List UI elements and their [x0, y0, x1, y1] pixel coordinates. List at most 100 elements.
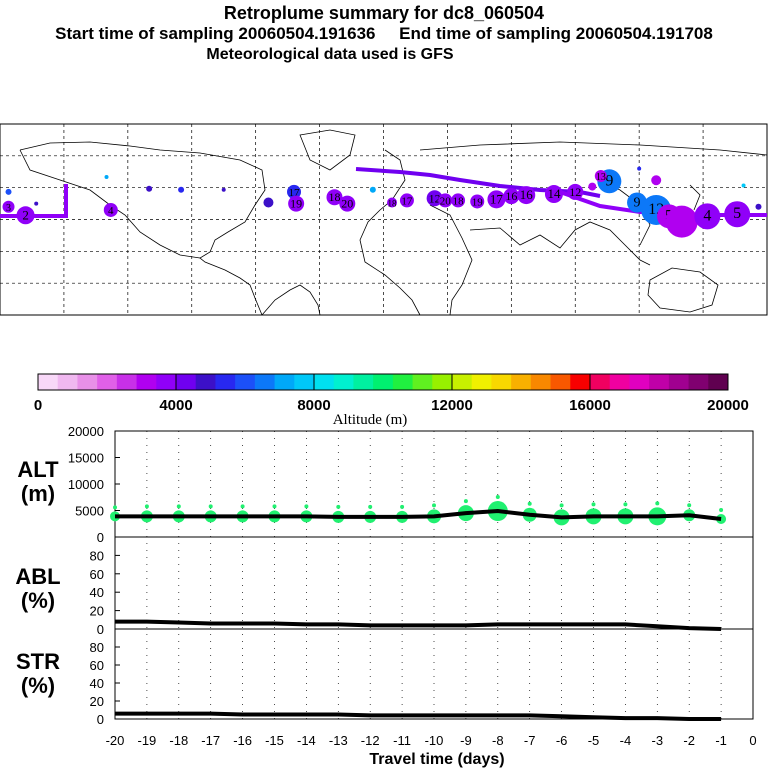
chart-title: Retroplume summary for dc8_060504 [223, 3, 545, 23]
y-tick-label: 15000 [68, 451, 104, 466]
alt-label: ALT [17, 457, 59, 482]
y-tick-label: 80 [90, 640, 104, 655]
eurasia-coast [419, 141, 768, 156]
str-unit: (%) [21, 673, 55, 698]
plume-marker [694, 203, 721, 230]
x-tick-label: -15 [265, 733, 284, 748]
plume-marker-label: 13 [596, 172, 606, 183]
x-tick-label: -7 [524, 733, 536, 748]
altitude-spread-dot [240, 504, 245, 509]
colorbar-swatch [550, 374, 571, 390]
plume-markers: 2341719182018171220181917161614129139125… [2, 166, 762, 238]
europe-africa-coast [359, 149, 421, 316]
plume-marker [103, 202, 118, 217]
altitude-spread-dot [113, 505, 117, 510]
altitude-spread-dot [336, 504, 341, 509]
x-tick-label: -19 [138, 733, 157, 748]
altitude-spread-dot [208, 504, 213, 509]
colorbar-swatch [471, 374, 492, 390]
colorbar-swatch [274, 374, 295, 390]
altitude-spread-dot [655, 501, 660, 506]
x-tick-label: -13 [329, 733, 348, 748]
colorbar-swatch [38, 374, 59, 390]
colorbar-swatch [432, 374, 453, 390]
colorbar-swatch [530, 374, 552, 390]
plume-marker [517, 186, 536, 205]
japan-coast [689, 184, 701, 211]
plume-marker [104, 175, 109, 180]
met-data-note: Meteorological data used is GFS [206, 46, 454, 63]
x-tick-label: -8 [492, 733, 504, 748]
plume-marker [288, 195, 305, 212]
x-tick-labels: -20 -19 -18 -17 -16 -15 -14 -13 -12 -11 -10 -9 -8 -7-… [106, 733, 757, 748]
y-tick-label: 40 [90, 585, 104, 600]
plume-marker [369, 186, 376, 193]
colorbar-swatch [392, 374, 414, 390]
y-tick-label: 80 [90, 548, 104, 563]
altitude-spread-dot [719, 507, 724, 512]
plume-marker [503, 188, 520, 205]
colorbar-title: Altitude (m) [333, 412, 408, 428]
south-america-coast [261, 284, 321, 316]
plume-marker [287, 184, 302, 199]
x-tick-label: -12 [361, 733, 380, 748]
series-line-2 [115, 711, 722, 721]
y-tick-label: 60 [90, 567, 104, 582]
plume-marker-label: 19 [472, 196, 484, 208]
colorbar-swatch [452, 374, 473, 390]
plume-marker-label: 12 [429, 191, 441, 205]
y-tick-label: 40 [90, 676, 104, 691]
x-tick-label: -14 [297, 733, 316, 748]
colorbar-labels: 0 4000 8000 12000 16000 20000 [34, 374, 749, 414]
plume-marker [263, 197, 274, 208]
colorbar-swatch [491, 374, 512, 390]
plume-marker-label: 18 [328, 190, 340, 204]
plume-marker [588, 182, 597, 191]
plume-marker-label: 3 [6, 203, 11, 214]
plume-marker-label: 14 [547, 186, 561, 201]
plume-marker [651, 175, 662, 186]
plume-marker-label: 9 [634, 196, 641, 211]
altitude-spread-dot [432, 503, 436, 508]
altitude-spread-dot [591, 502, 596, 507]
altitude-spread-dot [272, 504, 277, 509]
plume-marker-label: 20 [440, 195, 452, 207]
x-tick-label: -5 [588, 733, 600, 748]
plume-marker [2, 200, 15, 213]
colorbar-label: 20000 [707, 397, 749, 414]
colorbar-swatch [97, 374, 118, 390]
colorbar-swatch [570, 374, 591, 390]
x-tick-label: -2 [683, 733, 695, 748]
colorbar-swatch [314, 374, 335, 390]
x-tick-label: -16 [233, 733, 252, 748]
abl-label: ABL [15, 564, 60, 589]
y-tick-label: 20 [90, 694, 104, 709]
altitude-spread-dot [495, 495, 500, 500]
altitude-spread-dot [527, 501, 532, 506]
time-series-panels: ALT (m) ABL (%) STR (%) 2000015000100005… [15, 424, 756, 768]
colorbar-swatch [708, 374, 729, 390]
map-grid [0, 124, 767, 315]
plume-marker [567, 183, 584, 200]
plume-marker [487, 190, 506, 209]
plume-marker-label: 12 [569, 185, 581, 199]
colorbar-swatch [629, 374, 650, 390]
x-tick-label: -18 [169, 733, 188, 748]
plume-marker [637, 166, 642, 171]
plume-marker [755, 203, 762, 210]
sampling-times: Start time of sampling 20060504.191636 E… [0, 24, 768, 44]
colorbar-swatch [609, 374, 630, 390]
altitude-spread-dot [368, 504, 373, 509]
altitude-spread-dot [176, 504, 181, 509]
plume-marker [741, 183, 746, 188]
plume-marker [5, 188, 12, 195]
abl-unit: (%) [21, 588, 55, 613]
colorbar-swatch [254, 374, 276, 390]
colorbar-swatch [668, 374, 690, 390]
x-tick-label: -1 [715, 733, 727, 748]
plume-marker-label: 17 [490, 191, 504, 206]
x-tick-label: -10 [425, 733, 444, 748]
plume-marker-label: 2 [22, 207, 29, 222]
colorbar-swatch [116, 374, 138, 390]
